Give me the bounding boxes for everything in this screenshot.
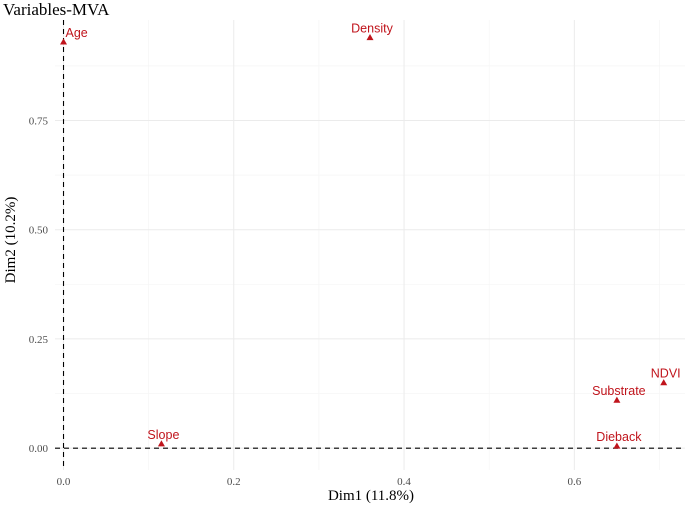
data-point-marker <box>613 396 621 403</box>
x-tick-label: 0.6 <box>567 476 581 488</box>
data-point-label: Substrate <box>592 384 646 398</box>
x-tick-label: 0.4 <box>397 476 411 488</box>
data-point-marker <box>613 442 621 449</box>
y-tick-label: 0.75 <box>29 115 49 127</box>
reference-lines <box>55 20 685 470</box>
y-tick-label: 0.00 <box>29 443 49 455</box>
x-tick-label: 0.2 <box>227 476 241 488</box>
data-point-label: Slope <box>147 428 179 442</box>
x-tick-label: 0.0 <box>57 476 71 488</box>
data-point-label: Density <box>351 21 393 35</box>
data-point-marker <box>157 440 165 447</box>
x-axis-label: Dim1 (11.8%) <box>328 488 414 504</box>
x-axis-ticks: 0.0 0.2 0.4 0.6 <box>57 476 582 488</box>
data-point-marker <box>660 379 668 386</box>
y-tick-label: 0.50 <box>29 225 49 237</box>
data-point-label: Dieback <box>596 430 642 444</box>
data-point-marker <box>366 33 374 41</box>
data-point-marker <box>60 38 68 45</box>
y-axis-ticks: 0.00 0.25 0.50 0.75 <box>29 115 49 455</box>
y-axis-label: Dim2 (10.2%) <box>3 197 19 284</box>
data-points: Age Density NDVI Substrate Dieback Slope <box>60 21 681 449</box>
data-point-label: Age <box>66 26 88 40</box>
data-point-label: NDVI <box>651 367 681 381</box>
chart-title: Variables-MVA <box>3 0 110 19</box>
y-tick-label: 0.25 <box>29 334 49 346</box>
grid-lines <box>55 20 685 470</box>
